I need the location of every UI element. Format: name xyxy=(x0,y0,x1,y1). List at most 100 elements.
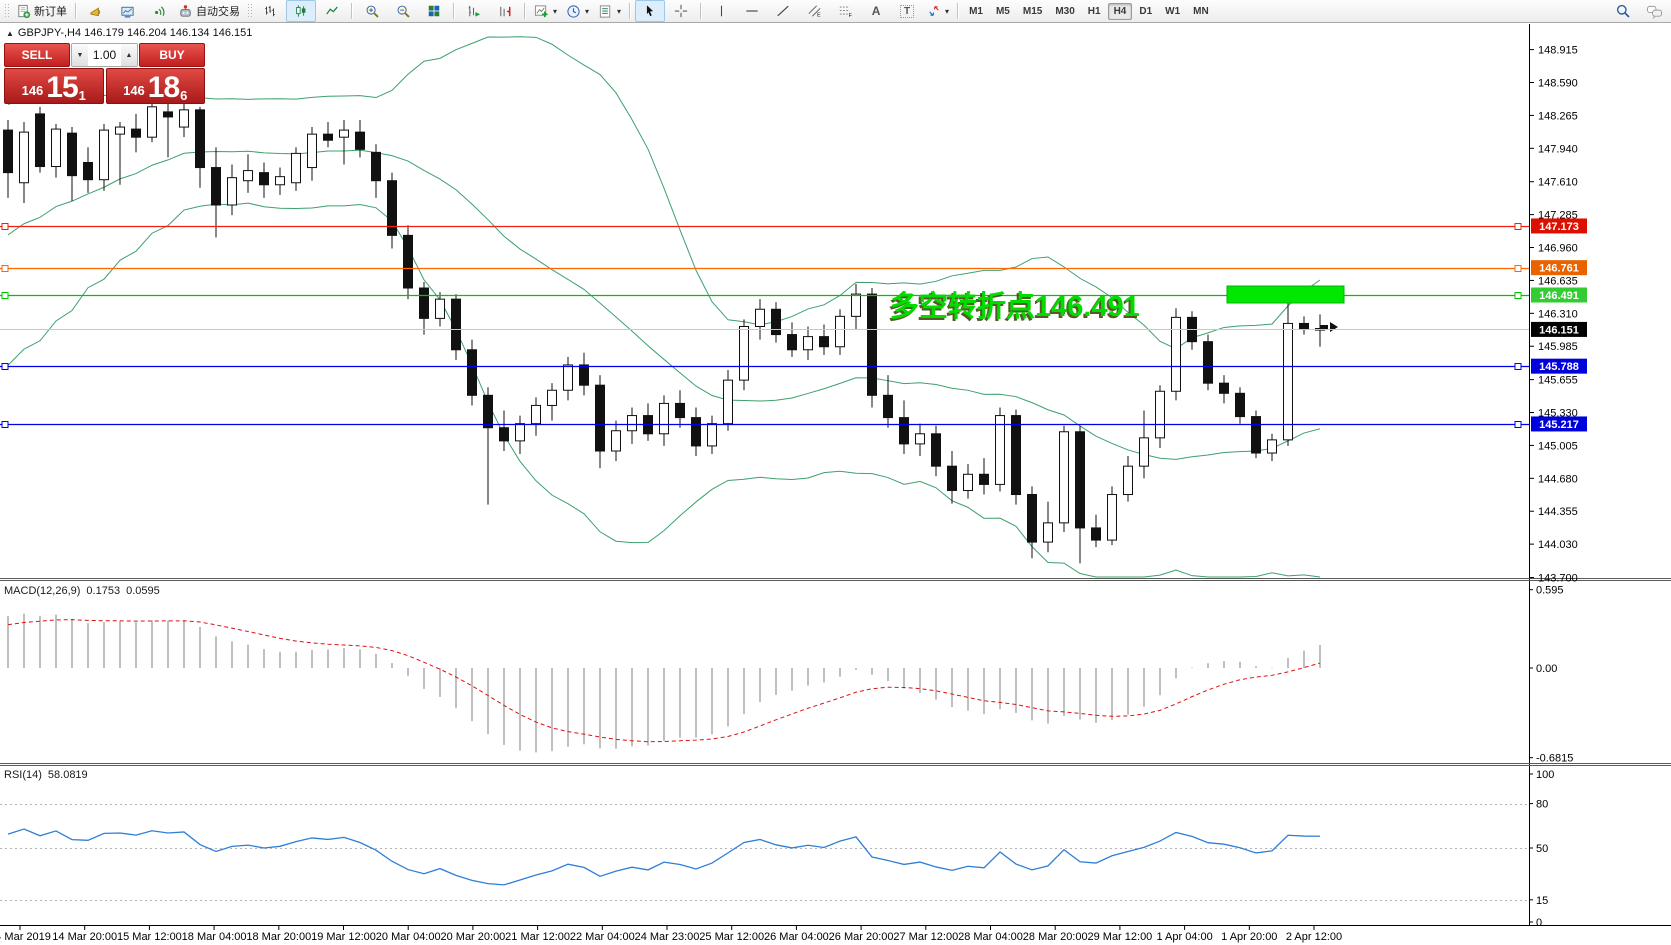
publish-chart-icon xyxy=(120,6,134,17)
rsi-indicator-label: RSI(14) 58.0819 xyxy=(4,769,94,781)
zoom-in-button[interactable] xyxy=(357,0,387,22)
crosshair-button[interactable] xyxy=(666,0,696,22)
candles-layer xyxy=(3,99,1325,564)
timeframe-d1-button[interactable]: D1 xyxy=(1139,5,1153,17)
svg-text:15 Mar 12:00: 15 Mar 12:00 xyxy=(117,931,182,943)
cursor-button[interactable] xyxy=(635,0,666,22)
publish-button[interactable] xyxy=(112,0,142,22)
buy-price-display[interactable]: 146 18 6 xyxy=(105,68,205,104)
price-axis[interactable]: 148.915148.590148.265147.940147.610147.2… xyxy=(1529,45,1587,929)
sell-price-pips: 15 xyxy=(46,71,78,104)
templates-button[interactable]: ▾ xyxy=(594,0,625,22)
timeframe-m15-button[interactable]: M15 xyxy=(1022,5,1043,17)
macd-main-value: 0.1753 xyxy=(86,585,121,597)
timeframe-h1-button[interactable]: H1 xyxy=(1087,5,1101,17)
hline-anchor[interactable] xyxy=(1514,223,1522,230)
text-tool-button[interactable]: A xyxy=(861,0,891,22)
symbol-info-line[interactable]: ▲ GBPJPY-,H4 146.179 146.204 146.134 146.… xyxy=(6,27,252,39)
svg-text:24 Mar 23:00: 24 Mar 23:00 xyxy=(635,931,700,943)
highlight-rectangle-object[interactable] xyxy=(1226,285,1345,304)
zoom-out-icon xyxy=(397,5,410,18)
equidistant-channel-icon: E xyxy=(808,5,821,18)
timeframe-w1-button[interactable]: W1 xyxy=(1165,5,1181,17)
hline-anchor[interactable] xyxy=(1514,363,1522,370)
hline-anchor[interactable] xyxy=(1,265,9,272)
trendline-tool-button[interactable] xyxy=(768,0,798,22)
svg-text:146.491: 146.491 xyxy=(1539,290,1579,302)
horizontal-line-tool-button[interactable] xyxy=(737,0,767,22)
chart-frame xyxy=(0,24,1671,926)
svg-text:29 Mar 12:00: 29 Mar 12:00 xyxy=(1087,931,1152,943)
timeframe-m30-button[interactable]: M30 xyxy=(1055,5,1075,17)
hline-anchor[interactable] xyxy=(1514,292,1522,299)
svg-text:0.00: 0.00 xyxy=(1536,663,1557,675)
sell-button[interactable]: SELL xyxy=(4,43,70,67)
hline-anchor[interactable] xyxy=(1514,265,1522,272)
volume-decrease-button[interactable]: ▼ xyxy=(72,44,88,66)
signals-button[interactable] xyxy=(143,0,173,22)
hline-anchor[interactable] xyxy=(1,421,9,428)
timeframe-m1-button[interactable]: M1 xyxy=(969,5,983,17)
svg-text:146.635: 146.635 xyxy=(1538,275,1578,287)
svg-text:28 Mar 20:00: 28 Mar 20:00 xyxy=(1023,931,1088,943)
bar-chart-mode-button[interactable] xyxy=(255,0,285,22)
svg-text:146.960: 146.960 xyxy=(1538,243,1578,255)
crosshair-icon xyxy=(674,4,688,18)
toolbar-grip[interactable] xyxy=(247,3,252,19)
hline-anchor[interactable] xyxy=(1,363,9,370)
auto-scroll-icon xyxy=(468,5,480,17)
annotation-text-object[interactable]: 多空转折点146.491 xyxy=(890,291,1140,323)
hline-anchor[interactable] xyxy=(1,223,9,230)
fibonacci-tool-button[interactable]: F xyxy=(830,0,860,22)
channel-tool-button[interactable]: E xyxy=(799,0,829,22)
sell-price-display[interactable]: 146 15 1 xyxy=(4,68,104,104)
new-order-icon xyxy=(18,4,31,18)
svg-text:147.940: 147.940 xyxy=(1538,143,1578,155)
buy-button[interactable]: BUY xyxy=(139,43,205,67)
arrows-tool-button[interactable]: ▾ xyxy=(923,0,953,22)
bb-lower-band xyxy=(7,202,1321,578)
chart-shift-button[interactable] xyxy=(490,0,520,22)
line-chart-mode-button[interactable] xyxy=(317,0,347,22)
svg-text:25 Mar 12:00: 25 Mar 12:00 xyxy=(699,931,764,943)
timeframe-mn-button[interactable]: MN xyxy=(1193,5,1209,17)
zoom-in-icon xyxy=(366,5,379,18)
svg-text:144.030: 144.030 xyxy=(1538,539,1578,551)
symbol-ohlc-text: GBPJPY-,H4 146.179 146.204 146.134 146.1… xyxy=(17,27,253,39)
autotrade-robot-icon xyxy=(180,4,191,17)
tile-windows-button[interactable] xyxy=(419,0,449,22)
new-order-button[interactable]: 新订单 xyxy=(12,0,71,22)
indicators-button[interactable]: ▾ xyxy=(530,0,561,22)
timeframe-h4-button[interactable]: H4 xyxy=(1107,2,1133,20)
svg-text:19 Mar 12:00: 19 Mar 12:00 xyxy=(311,931,376,943)
search-icon xyxy=(1616,4,1630,18)
search-button[interactable] xyxy=(1608,0,1638,22)
text-label-icon: T xyxy=(899,4,915,18)
vertical-line-tool-button[interactable] xyxy=(706,0,736,22)
auto-scroll-button[interactable] xyxy=(459,0,489,22)
volume-increase-button[interactable]: ▲ xyxy=(121,44,137,66)
toolbar-grip[interactable] xyxy=(4,3,9,19)
svg-text:26 Mar 04:00: 26 Mar 04:00 xyxy=(764,931,829,943)
toolbar-separator xyxy=(453,3,455,19)
periods-button[interactable]: ▾ xyxy=(562,0,593,22)
timeframe-m5-button[interactable]: M5 xyxy=(995,5,1010,17)
news-button[interactable] xyxy=(81,0,111,22)
zoom-out-button[interactable] xyxy=(388,0,418,22)
svg-text:0.595: 0.595 xyxy=(1536,585,1564,597)
collapse-panel-icon[interactable]: ▲ xyxy=(6,29,14,38)
text-label-tool-button[interactable]: T xyxy=(892,0,922,22)
hline-anchor[interactable] xyxy=(1514,421,1522,428)
toolbar-separator xyxy=(75,3,77,19)
auto-trading-button[interactable]: 自动交易 xyxy=(174,0,244,22)
candlestick-mode-button[interactable] xyxy=(286,0,316,22)
dropdown-arrow-icon: ▾ xyxy=(553,6,558,16)
hline-anchor[interactable] xyxy=(1,292,9,299)
fibonacci-icon: F xyxy=(839,6,851,18)
volume-input[interactable] xyxy=(88,44,121,66)
rsi-panel xyxy=(0,804,1529,901)
chat-button[interactable] xyxy=(1639,0,1669,22)
